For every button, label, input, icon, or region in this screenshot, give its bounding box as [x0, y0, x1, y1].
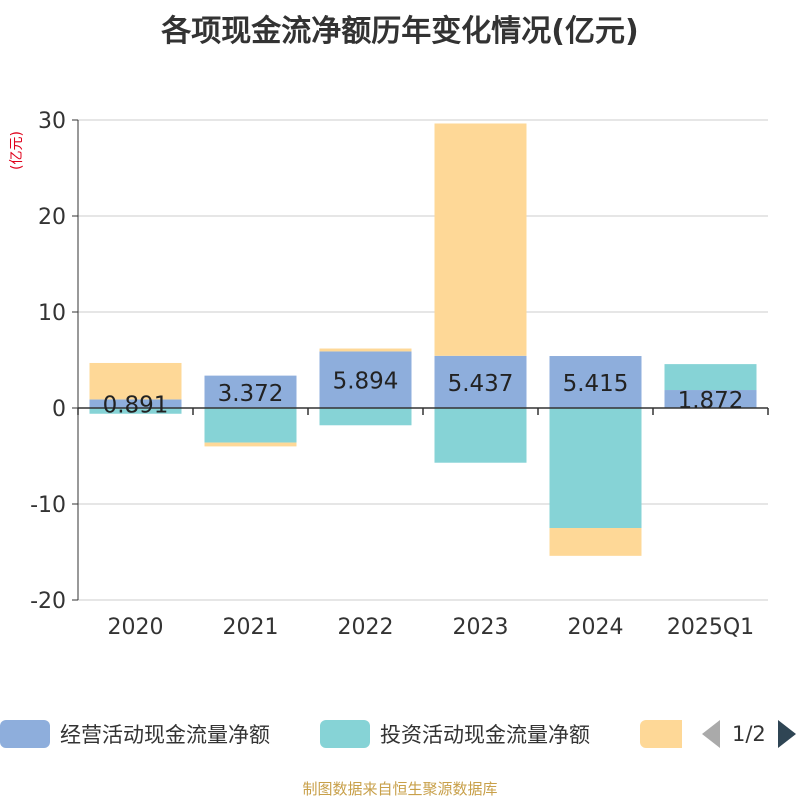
y-tick-label: -20 — [30, 589, 66, 614]
legend-item-financing[interactable] — [640, 714, 682, 754]
data-label: 5.415 — [563, 371, 629, 397]
y-tick-label: -10 — [30, 493, 66, 518]
y-tick-label: 20 — [38, 205, 66, 230]
x-tick-label: 2024 — [568, 615, 624, 640]
data-label: 5.437 — [448, 371, 514, 397]
x-tick-label: 2023 — [453, 615, 509, 640]
legend-swatch-investing — [320, 720, 370, 748]
x-tick-label: 2022 — [338, 615, 394, 640]
data-label: 5.894 — [333, 369, 399, 395]
x-tick-label: 2020 — [108, 615, 164, 640]
data-source-note: 制图数据来自恒生聚源数据库 — [302, 780, 498, 798]
data-label: 1.872 — [678, 388, 744, 414]
legend-prev-arrow-icon[interactable] — [702, 720, 720, 748]
bar-series2-2024 — [549, 528, 642, 556]
legend-item-investing[interactable]: 投资活动现金流量净额 — [320, 714, 590, 754]
y-tick-label: 0 — [52, 397, 66, 422]
legend-label-operating: 经营活动现金流量净额 — [60, 723, 270, 747]
legend-next-arrow-icon[interactable] — [777, 720, 796, 748]
legend: 经营活动现金流量净额 投资活动现金流量净额 1/2 — [0, 714, 800, 754]
data-label: 0.891 — [103, 393, 169, 419]
bar-series0-2022 — [319, 351, 412, 408]
bar-series0-2020 — [89, 399, 182, 408]
legend-item-operating[interactable]: 经营活动现金流量净额 — [0, 714, 270, 754]
x-tick-label: 2021 — [223, 615, 279, 640]
legend-label-investing: 投资活动现金流量净额 — [380, 723, 590, 747]
bar-series0-2021 — [204, 375, 297, 408]
chart-title: 各项现金流净额历年变化情况(亿元) — [161, 14, 639, 49]
x-tick-label: 2025Q1 — [667, 615, 754, 640]
bar-series1-2025Q1 — [664, 364, 757, 391]
bar-series1-2021 — [204, 408, 297, 443]
y-tick-label: 30 — [38, 109, 66, 134]
bar-series2-2020 — [89, 362, 182, 400]
bar-series2-2023 — [434, 123, 527, 356]
bar-series1-2023 — [434, 408, 527, 463]
bar-series1-2024 — [549, 408, 642, 528]
bar-series1-2020 — [89, 408, 182, 414]
data-label: 3.372 — [218, 381, 284, 407]
bar-series2-2021 — [204, 442, 297, 447]
legend-swatch-financing — [640, 720, 682, 748]
bar-series0-2024 — [549, 356, 642, 408]
legend-pager: 1/2 — [702, 714, 796, 754]
legend-swatch-operating — [0, 720, 50, 748]
legend-page-indicator: 1/2 — [732, 722, 766, 746]
bar-series1-2022 — [319, 408, 412, 426]
y-tick-label: 10 — [38, 301, 66, 326]
bar-series0-2025Q1 — [664, 390, 757, 408]
bar-series2-2022 — [319, 348, 412, 352]
bar-chart: -20 -10 0 10 20 30 2020 2021 2022 2023 2024 2025Q1 0… — [30, 109, 769, 640]
bar-series0-2023 — [434, 355, 527, 408]
